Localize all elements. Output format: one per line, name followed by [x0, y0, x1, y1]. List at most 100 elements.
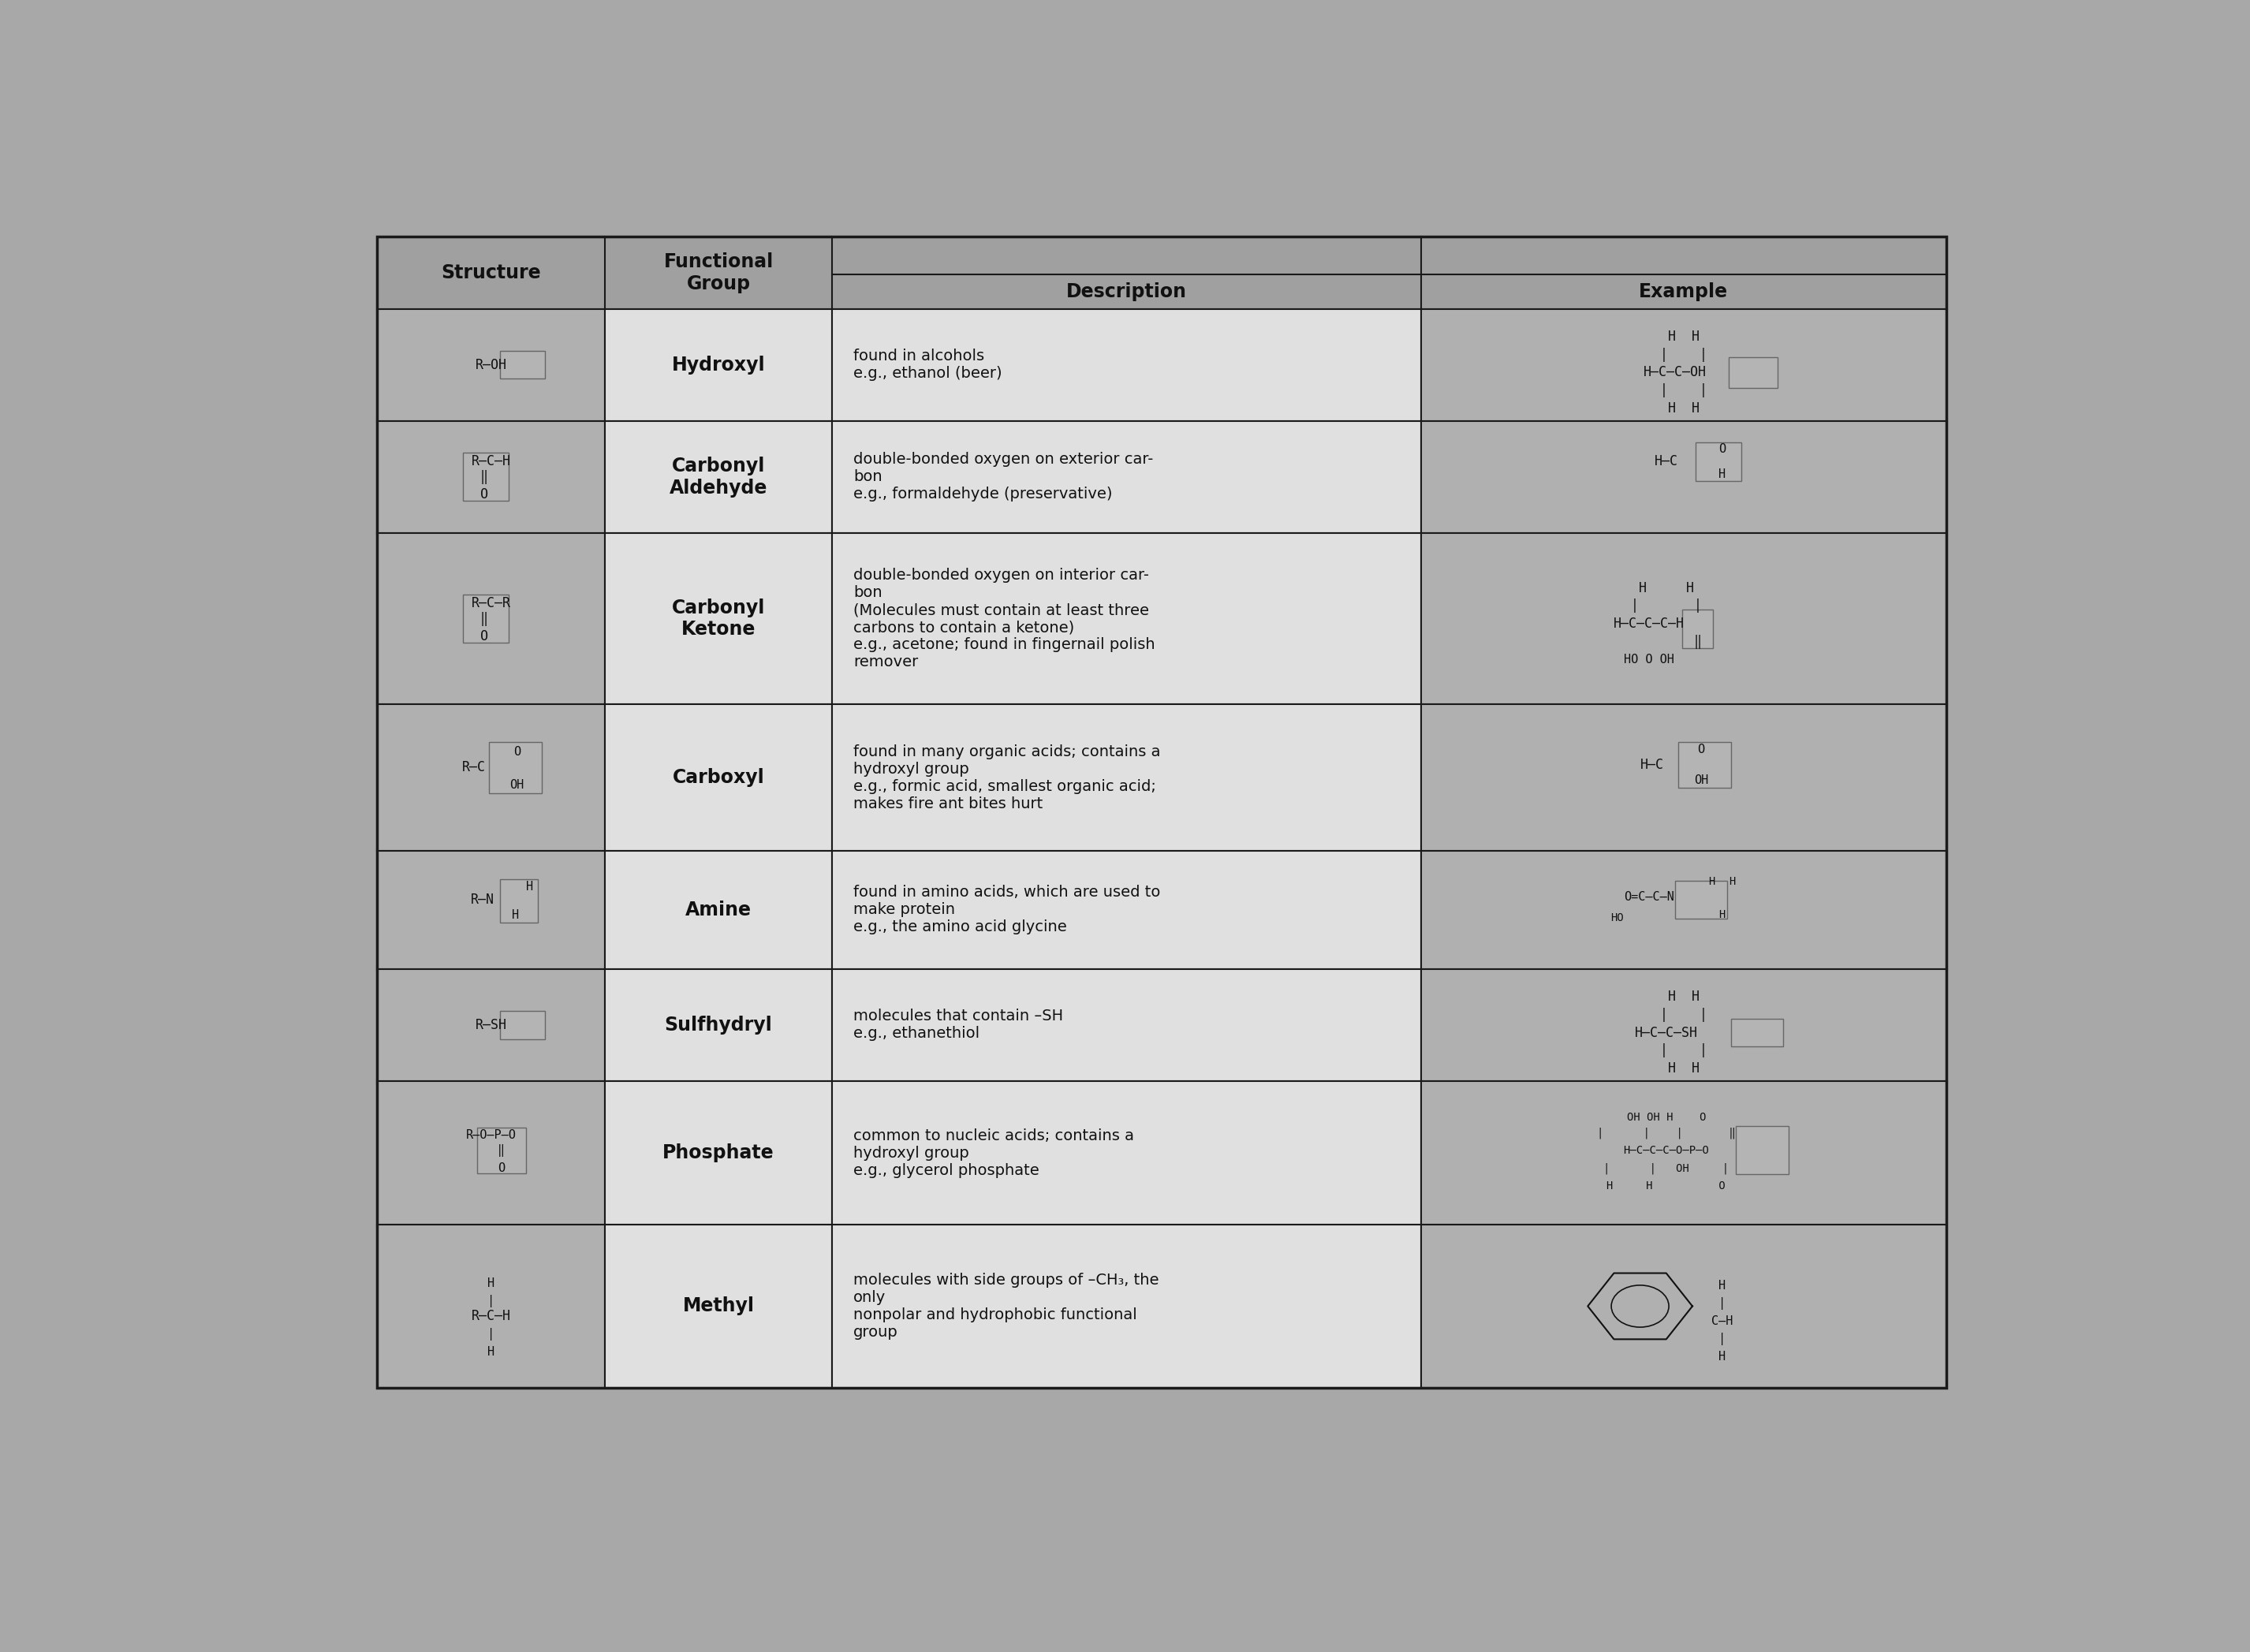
Bar [605, 421, 832, 534]
Text: H: H [527, 881, 533, 894]
Bar [1420, 851, 1946, 970]
Text: |: | [488, 1328, 495, 1340]
Text: O: O [479, 487, 488, 502]
Text: found in alcohols
e.g., ethanol (beer): found in alcohols e.g., ethanol (beer) [853, 349, 1001, 382]
Bar [1674, 881, 1728, 919]
Text: Amine: Amine [686, 900, 752, 920]
Text: O: O [479, 629, 488, 644]
Bar [500, 350, 544, 378]
Bar [1420, 704, 1946, 851]
Bar [832, 534, 1420, 704]
Text: O: O [497, 1163, 504, 1175]
Text: H: H [1719, 469, 1726, 481]
Bar [1728, 357, 1778, 388]
Text: R–C–H: R–C–H [470, 454, 511, 469]
Text: O: O [1696, 743, 1705, 755]
Text: H     H          O: H H O [1606, 1181, 1726, 1191]
Text: Carboxyl: Carboxyl [673, 768, 765, 786]
Bar [378, 970, 605, 1080]
Text: H: H [1719, 1280, 1726, 1292]
Text: molecules that contain –SH
e.g., ethanethiol: molecules that contain –SH e.g., ethanet… [853, 1009, 1062, 1041]
Bar [832, 851, 1420, 970]
Text: R–SH: R–SH [475, 1018, 506, 1032]
Bar [832, 1224, 1420, 1388]
Bar [1696, 443, 1741, 481]
Bar [1420, 421, 1946, 534]
Text: Hydroxyl: Hydroxyl [673, 355, 765, 375]
Bar [378, 534, 605, 704]
Text: ‖: ‖ [497, 1145, 504, 1156]
Bar [378, 1080, 605, 1224]
Bar [500, 1011, 544, 1039]
Bar [500, 879, 538, 923]
Text: H: H [488, 1277, 495, 1289]
Text: |       |: | | [1631, 598, 1701, 613]
Bar [1420, 1080, 1946, 1224]
Text: H: H [488, 1346, 495, 1358]
Text: double-bonded oxygen on exterior car-
bon
e.g., formaldehyde (preservative): double-bonded oxygen on exterior car- bo… [853, 453, 1154, 502]
Text: |    |: | | [1660, 1044, 1708, 1057]
Bar [1420, 970, 1946, 1080]
Text: |      |   OH     |: | | OH | [1604, 1163, 1728, 1175]
Text: common to nucleic acids; contains a
hydroxyl group
e.g., glycerol phosphate: common to nucleic acids; contains a hydr… [853, 1128, 1134, 1178]
Text: Methyl: Methyl [682, 1297, 754, 1315]
Bar [463, 595, 508, 643]
Bar [832, 704, 1420, 851]
Bar [378, 421, 605, 534]
Bar [605, 1224, 832, 1388]
Text: OH: OH [1694, 775, 1708, 786]
Bar [378, 704, 605, 851]
Text: Sulfhydryl: Sulfhydryl [664, 1016, 772, 1034]
Bar [605, 309, 832, 421]
Text: H–C: H–C [1654, 454, 1678, 469]
Text: Functional
Group: Functional Group [664, 253, 774, 292]
Text: O=C–C–N: O=C–C–N [1624, 892, 1674, 904]
Text: Carbonyl
Ketone: Carbonyl Ketone [673, 598, 765, 639]
Text: H  H: H H [1667, 330, 1699, 344]
Text: ‖: ‖ [1694, 634, 1701, 649]
Text: H–C–C–C–H: H–C–C–C–H [1613, 616, 1685, 631]
Text: H: H [511, 909, 520, 920]
Text: R–C: R–C [461, 760, 486, 775]
Text: H  H: H H [1667, 401, 1699, 415]
Bar [832, 421, 1420, 534]
Bar [1730, 1019, 1782, 1047]
Bar [378, 1224, 605, 1388]
Bar [832, 1080, 1420, 1224]
Text: double-bonded oxygen on interior car-
bon
(Molecules must contain at least three: double-bonded oxygen on interior car- bo… [853, 568, 1154, 669]
Bar [1420, 534, 1946, 704]
Bar [605, 970, 832, 1080]
Text: ‖: ‖ [479, 469, 488, 484]
Text: |    |: | | [1660, 383, 1708, 398]
Text: Structure: Structure [441, 263, 540, 282]
Text: R–N: R–N [470, 892, 495, 907]
Bar [605, 851, 832, 970]
Text: |: | [1719, 1333, 1726, 1346]
Bar [832, 309, 1420, 421]
Text: |: | [1719, 1297, 1726, 1310]
Text: H: H [1730, 877, 1735, 887]
Text: O: O [1719, 443, 1726, 454]
Text: molecules with side groups of –CH₃, the
only
nonpolar and hydrophobic functional: molecules with side groups of –CH₃, the … [853, 1272, 1159, 1340]
Text: H–C–C–SH: H–C–C–SH [1636, 1026, 1699, 1039]
Bar [1420, 309, 1946, 421]
Bar [832, 970, 1420, 1080]
Text: H–C: H–C [1640, 758, 1665, 771]
Text: |    |: | | [1660, 1008, 1708, 1023]
Text: HO: HO [1611, 912, 1624, 923]
Text: Phosphate: Phosphate [664, 1143, 774, 1163]
Text: HO O OH: HO O OH [1624, 654, 1674, 666]
Text: R–O–P–O: R–O–P–O [466, 1130, 515, 1142]
Text: H–C–C–C–O–P–O: H–C–C–C–O–P–O [1622, 1145, 1710, 1156]
Bar [605, 704, 832, 851]
Text: |: | [488, 1295, 495, 1307]
Text: H     H: H H [1638, 582, 1694, 595]
Text: R–OH: R–OH [475, 358, 506, 372]
Text: H  H: H H [1667, 1061, 1699, 1075]
Bar [1678, 742, 1730, 788]
Text: Description: Description [1066, 282, 1186, 301]
Text: R–C–R: R–C–R [470, 596, 511, 611]
Bar [378, 236, 1946, 309]
Text: H: H [1719, 910, 1726, 920]
Text: ‖: ‖ [479, 611, 488, 626]
